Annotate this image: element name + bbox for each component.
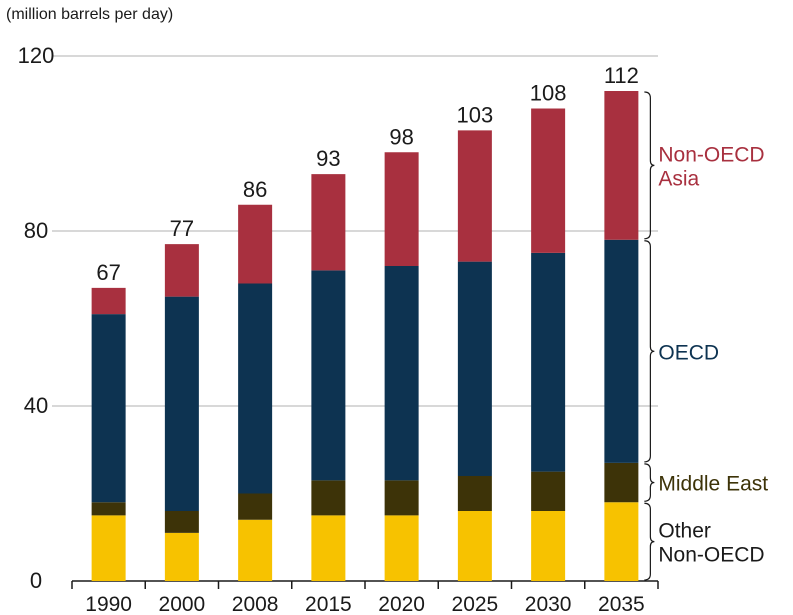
bar-segment [311,480,346,516]
x-tick-label: 2030 [525,593,572,615]
legend-label: Non-OECD Asia [658,143,764,190]
bar-segment [457,130,492,262]
bar-segment [91,502,126,516]
bar-total-label: 108 [530,81,567,106]
legend-label: Middle East [658,473,768,496]
legend-brace [644,240,655,463]
bar-segment [384,515,419,581]
legend-label-line: OECD [658,341,719,364]
bar-total-label: 103 [457,102,494,127]
legend-label-line: Non-OECD [658,544,764,567]
x-tick-label: 2020 [378,593,425,615]
legend-label-line: Other [658,520,711,543]
bar-segment [384,152,419,266]
x-tick-label: 2008 [232,593,279,615]
y-tick-label: 0 [30,568,42,593]
bar-segment [238,493,273,520]
legend-label-line: Middle East [658,473,768,496]
bar-segment [457,511,492,581]
x-tick-label: 2000 [159,593,206,615]
bar-segment [91,314,126,503]
bar-segment [531,471,566,511]
bar-segment [531,511,566,581]
x-tick-label: 2025 [452,593,499,615]
bar-total-label: 93 [316,146,340,171]
bar-segment [384,480,419,516]
legend-label: Other Non-OECD [658,520,764,567]
legend-label: OECD [658,341,719,364]
bar-segment [531,108,566,253]
y-tick-label: 80 [24,218,48,243]
bar-total-label: 67 [96,260,120,285]
bar-segment [311,174,346,271]
bar-segment [384,266,419,481]
bar-total-label: 77 [170,216,194,241]
bar-segment [164,532,199,581]
y-axis-unit-label: (million barrels per day) [6,6,174,23]
bar-total-label: 86 [243,177,267,202]
legend-brace [644,91,655,240]
bar-segment [91,287,126,315]
bar-segment [164,511,199,533]
bar-segment [311,270,346,481]
x-tick-label: 2015 [305,593,352,615]
legend-brace [644,502,655,581]
x-tick-label: 1990 [85,593,132,615]
legend-brace [644,463,655,502]
bar-segment [164,296,199,511]
bar-segment [457,261,492,476]
bar-segment [311,515,346,581]
y-tick-label: 120 [18,43,55,68]
bar-segment [238,283,273,494]
y-tick-label: 40 [24,393,48,418]
bar-segment [604,462,639,503]
bar-segment [604,502,639,581]
legend-label-line: Asia [658,167,699,190]
bar-segment [604,91,639,240]
bar-total-label: 112 [604,63,639,88]
bar-total-label: 98 [389,124,413,149]
bar-segment [457,476,492,511]
legend-label-line: Non-OECD [658,143,764,166]
bar-segment [238,519,273,581]
bar-segment [164,244,199,297]
bar-segment [91,515,126,581]
x-tick-label: 2035 [598,593,645,615]
bar-segment [531,252,566,472]
bar-segment [238,204,273,284]
bar-segment [604,239,639,463]
